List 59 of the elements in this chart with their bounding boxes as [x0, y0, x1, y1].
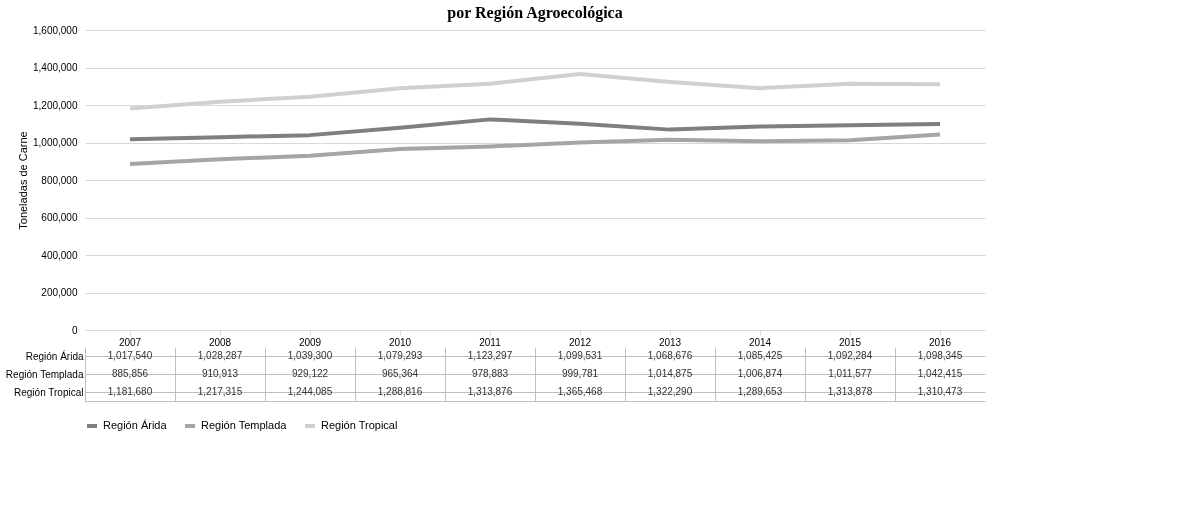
data-label: 1,028,287 [197, 350, 243, 361]
data-label: 1,244,085 [287, 386, 333, 397]
text: Región Tropical [14, 386, 84, 398]
line-series [128, 117, 942, 142]
data-label: 1,042,415 [917, 368, 963, 379]
data-label: 929,122 [291, 368, 329, 379]
data-label: 910,913 [201, 368, 239, 379]
data-label: 965,364 [381, 368, 419, 379]
data-label: 1,099,531 [557, 350, 603, 361]
data-label: 1,310,473 [917, 386, 963, 397]
x-tick-label: 2008 [208, 336, 232, 348]
data-label: 1,123,297 [467, 350, 513, 361]
data-label: 1,011,577 [828, 368, 873, 379]
data-label: 1,313,876 [467, 386, 513, 397]
data-label: 1,289,653 [737, 386, 783, 397]
line-series [128, 132, 942, 166]
data-label: 1,322,290 [647, 386, 693, 397]
data-label: 1,039,300 [287, 350, 333, 361]
x-tick-label: 2012 [568, 336, 592, 348]
legend-label: Región Templada [201, 419, 288, 431]
y-tick-label: 200,000 [41, 287, 78, 298]
data-label: 1,068,676 [647, 350, 693, 361]
data-label: 1,217,315 [197, 386, 243, 397]
y-tick-label: 800,000 [41, 174, 78, 186]
legend-label: Región Árida [103, 419, 168, 431]
data-label: 1,313,878 [827, 386, 873, 397]
legend-label: Región Tropical [321, 419, 398, 431]
data-label: 1,288,816 [377, 386, 423, 397]
data-label: 1,181,680 [107, 386, 153, 397]
text: Región Templada [5, 368, 84, 380]
y-tick-label: 600,000 [41, 212, 78, 223]
y-tick-label: 1,200,000 [33, 99, 78, 111]
data-label: 1,092,284 [827, 350, 873, 361]
data-label: 1,079,293 [377, 350, 423, 361]
x-tick-label: 2009 [298, 336, 322, 348]
text: Región Árida [25, 350, 84, 362]
data-label: 1,006,874 [737, 368, 783, 379]
x-tick-label: 2016 [928, 336, 952, 348]
y-axis-title: Toneladas de Carne [17, 131, 30, 230]
y-tick-label: 1,000,000 [33, 137, 78, 148]
x-tick-label: 2011 [479, 336, 502, 348]
y-tick-label: 400,000 [41, 249, 78, 261]
data-label: 1,017,540 [107, 350, 153, 361]
chart-title: por Región Agroecológica [447, 4, 623, 22]
y-tick-label: 1,400,000 [33, 62, 78, 73]
data-label: 885,856 [111, 368, 149, 379]
x-tick-label: 2010 [388, 336, 412, 348]
data-label: 999,781 [561, 368, 599, 379]
data-label: 1,014,875 [647, 368, 693, 379]
y-tick-label: 1,600,000 [33, 24, 78, 36]
data-label: 1,365,468 [557, 386, 603, 397]
data-label: 1,098,345 [917, 350, 963, 361]
y-tick-label: 0 [71, 324, 78, 336]
x-tick-label: 2007 [118, 336, 142, 348]
x-tick-label: 2014 [748, 336, 772, 348]
data-label: 978,883 [471, 368, 509, 379]
x-tick-label: 2013 [658, 336, 682, 348]
data-label: 1,085,425 [737, 350, 783, 361]
x-tick-label: 2015 [838, 336, 862, 348]
